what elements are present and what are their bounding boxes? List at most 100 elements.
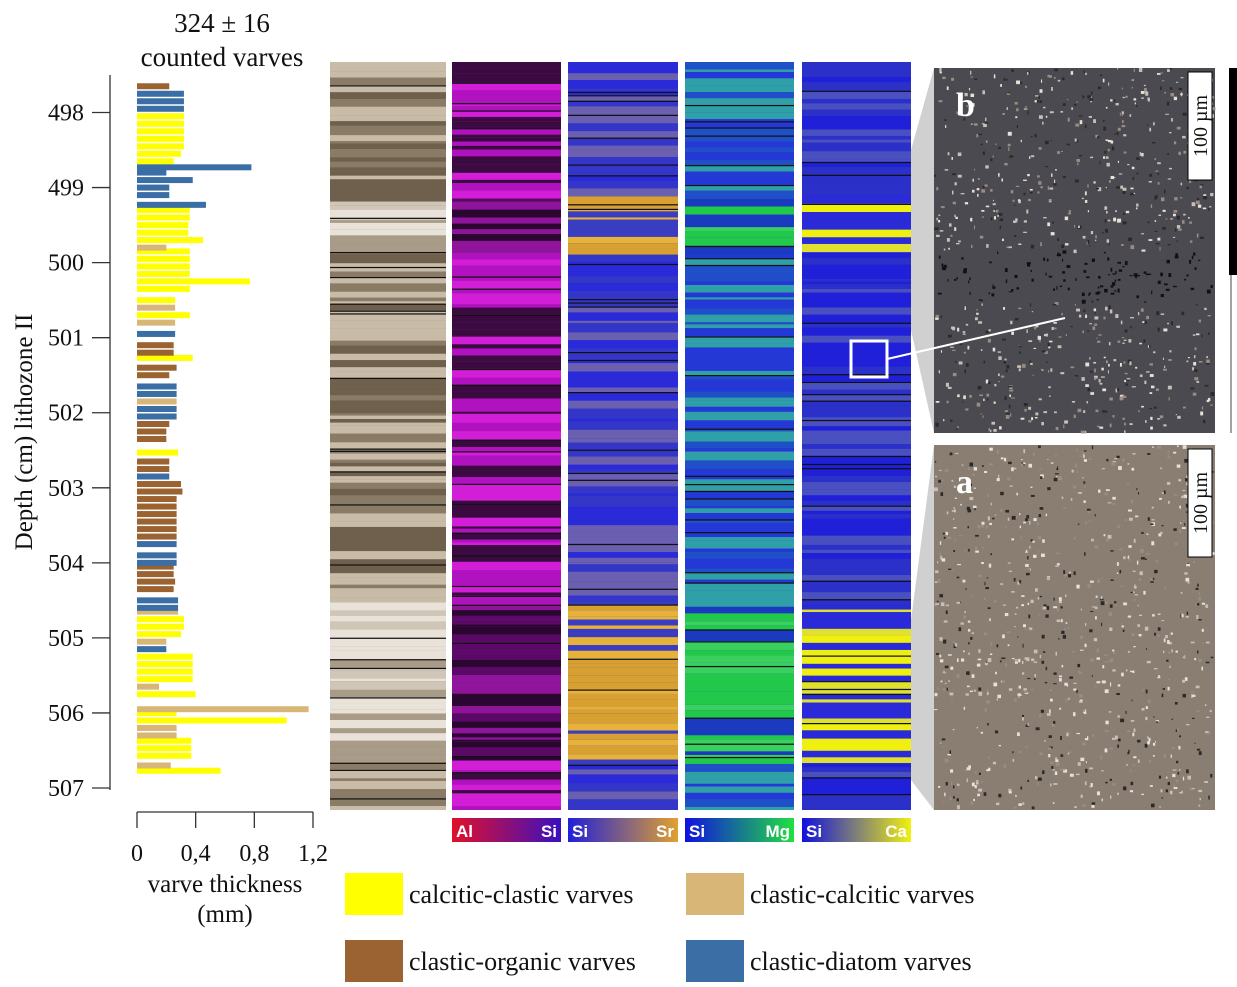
grain bbox=[1090, 370, 1093, 373]
grain bbox=[982, 90, 985, 95]
grain bbox=[1189, 259, 1192, 264]
lamina bbox=[330, 115, 446, 122]
lamina bbox=[330, 419, 446, 423]
grain bbox=[992, 155, 994, 158]
lamina-line bbox=[330, 450, 446, 452]
grain bbox=[1110, 550, 1114, 552]
grain bbox=[940, 315, 943, 319]
grain bbox=[936, 217, 938, 221]
lamina bbox=[802, 243, 911, 253]
grain bbox=[1179, 768, 1181, 771]
lamina bbox=[452, 693, 561, 703]
grain bbox=[999, 218, 1004, 221]
grain bbox=[1105, 156, 1109, 159]
grain bbox=[1182, 776, 1185, 781]
lamina-line bbox=[568, 604, 678, 606]
grain bbox=[1170, 632, 1173, 635]
grain bbox=[1161, 492, 1166, 494]
grain bbox=[1025, 564, 1029, 567]
grain bbox=[1037, 551, 1040, 553]
lamina bbox=[452, 545, 561, 553]
grain bbox=[992, 203, 996, 206]
lamina bbox=[452, 183, 561, 191]
x-axis-label: (mm) bbox=[197, 901, 253, 928]
grain bbox=[1133, 98, 1137, 101]
grain bbox=[1059, 678, 1062, 682]
grain bbox=[1192, 694, 1196, 697]
grain bbox=[1194, 267, 1197, 270]
grain bbox=[1063, 769, 1068, 773]
lamina bbox=[452, 405, 561, 412]
grain bbox=[1205, 716, 1210, 718]
bar bbox=[137, 413, 177, 420]
lamina bbox=[330, 320, 446, 329]
grain bbox=[1164, 365, 1166, 369]
lamina bbox=[802, 500, 911, 506]
grain bbox=[1079, 700, 1082, 703]
lamina bbox=[330, 697, 446, 704]
bar bbox=[137, 563, 174, 570]
lamina bbox=[802, 599, 911, 606]
grain bbox=[1153, 122, 1155, 126]
bar bbox=[137, 638, 167, 645]
grain bbox=[945, 531, 948, 536]
grain bbox=[1144, 87, 1147, 92]
grain bbox=[1018, 803, 1022, 806]
grain bbox=[943, 670, 945, 672]
grain bbox=[1199, 797, 1201, 801]
grain bbox=[1006, 365, 1010, 369]
bar bbox=[137, 586, 174, 593]
lamina bbox=[568, 371, 678, 380]
grain bbox=[963, 351, 966, 354]
grain bbox=[1029, 628, 1031, 630]
grain bbox=[971, 632, 974, 634]
lamina bbox=[685, 673, 794, 682]
grain bbox=[1169, 87, 1173, 90]
grain bbox=[952, 173, 956, 176]
lamina-line bbox=[802, 688, 911, 691]
grain bbox=[1143, 271, 1147, 274]
grain bbox=[1047, 458, 1049, 461]
grain bbox=[1161, 797, 1164, 799]
grain bbox=[1011, 331, 1014, 335]
grain bbox=[1129, 517, 1133, 521]
grain bbox=[1019, 580, 1022, 584]
grain bbox=[970, 217, 973, 222]
grain bbox=[1082, 451, 1085, 456]
grain bbox=[956, 798, 959, 802]
grain bbox=[982, 465, 984, 467]
grain bbox=[1017, 199, 1020, 202]
grain bbox=[1045, 272, 1047, 276]
grain bbox=[1161, 197, 1165, 202]
grain bbox=[1021, 459, 1023, 461]
grain bbox=[1151, 519, 1155, 521]
lamina bbox=[685, 806, 794, 810]
lamina-line bbox=[568, 175, 678, 177]
grain bbox=[950, 234, 953, 237]
lamina bbox=[330, 263, 446, 267]
lamina-line bbox=[452, 451, 561, 453]
grain bbox=[946, 86, 949, 90]
grain bbox=[1162, 650, 1165, 654]
lamina bbox=[802, 366, 911, 375]
lamina bbox=[452, 455, 561, 461]
lamina bbox=[685, 484, 794, 491]
grain bbox=[992, 286, 996, 289]
grain bbox=[1170, 218, 1173, 220]
grain bbox=[1133, 538, 1136, 543]
grain bbox=[1047, 186, 1049, 190]
grain bbox=[1109, 627, 1113, 631]
grain bbox=[985, 330, 990, 334]
grain bbox=[1076, 584, 1080, 589]
scale-bar-label: 100 µm bbox=[1190, 95, 1212, 158]
grain bbox=[1000, 508, 1003, 513]
grain bbox=[1055, 757, 1058, 760]
lamina bbox=[802, 278, 911, 282]
bar bbox=[137, 248, 190, 255]
grain bbox=[1110, 285, 1114, 288]
grain bbox=[935, 317, 939, 320]
lamina bbox=[452, 244, 561, 254]
grain bbox=[1194, 657, 1197, 661]
grain bbox=[1158, 775, 1162, 779]
grain bbox=[1184, 278, 1187, 281]
